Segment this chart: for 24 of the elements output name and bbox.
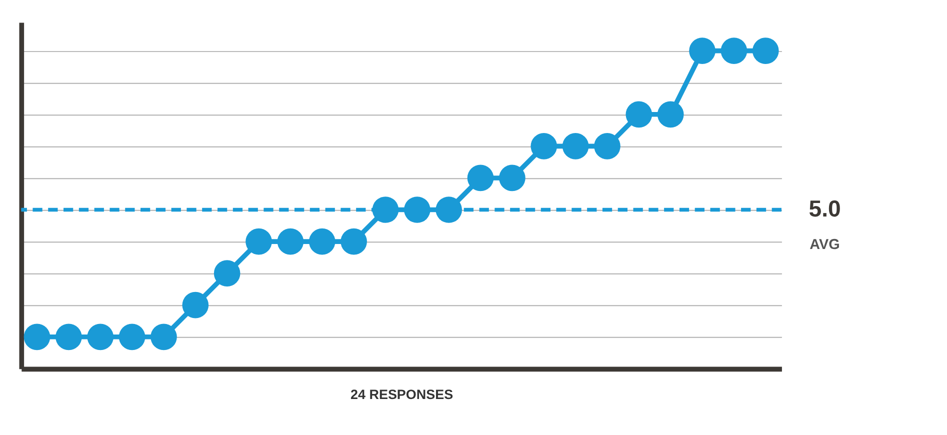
point (562, 133, 589, 160)
point (720, 38, 748, 64)
point (752, 38, 779, 64)
point (594, 133, 620, 160)
point (118, 324, 146, 350)
point (214, 260, 240, 286)
point (182, 292, 209, 318)
point (340, 228, 367, 255)
point (626, 101, 652, 128)
point (308, 228, 336, 255)
point (467, 164, 494, 192)
point (150, 324, 177, 350)
x-axis-title: 24 RESPONSES (350, 387, 454, 402)
point (277, 228, 304, 255)
text: 5.0 (808, 195, 841, 222)
point (246, 228, 272, 255)
point (689, 38, 716, 64)
point (499, 164, 526, 192)
point (87, 324, 114, 350)
text: AVG (810, 237, 840, 254)
point (657, 101, 684, 128)
point (24, 324, 50, 350)
point (530, 133, 558, 160)
point (56, 324, 82, 350)
